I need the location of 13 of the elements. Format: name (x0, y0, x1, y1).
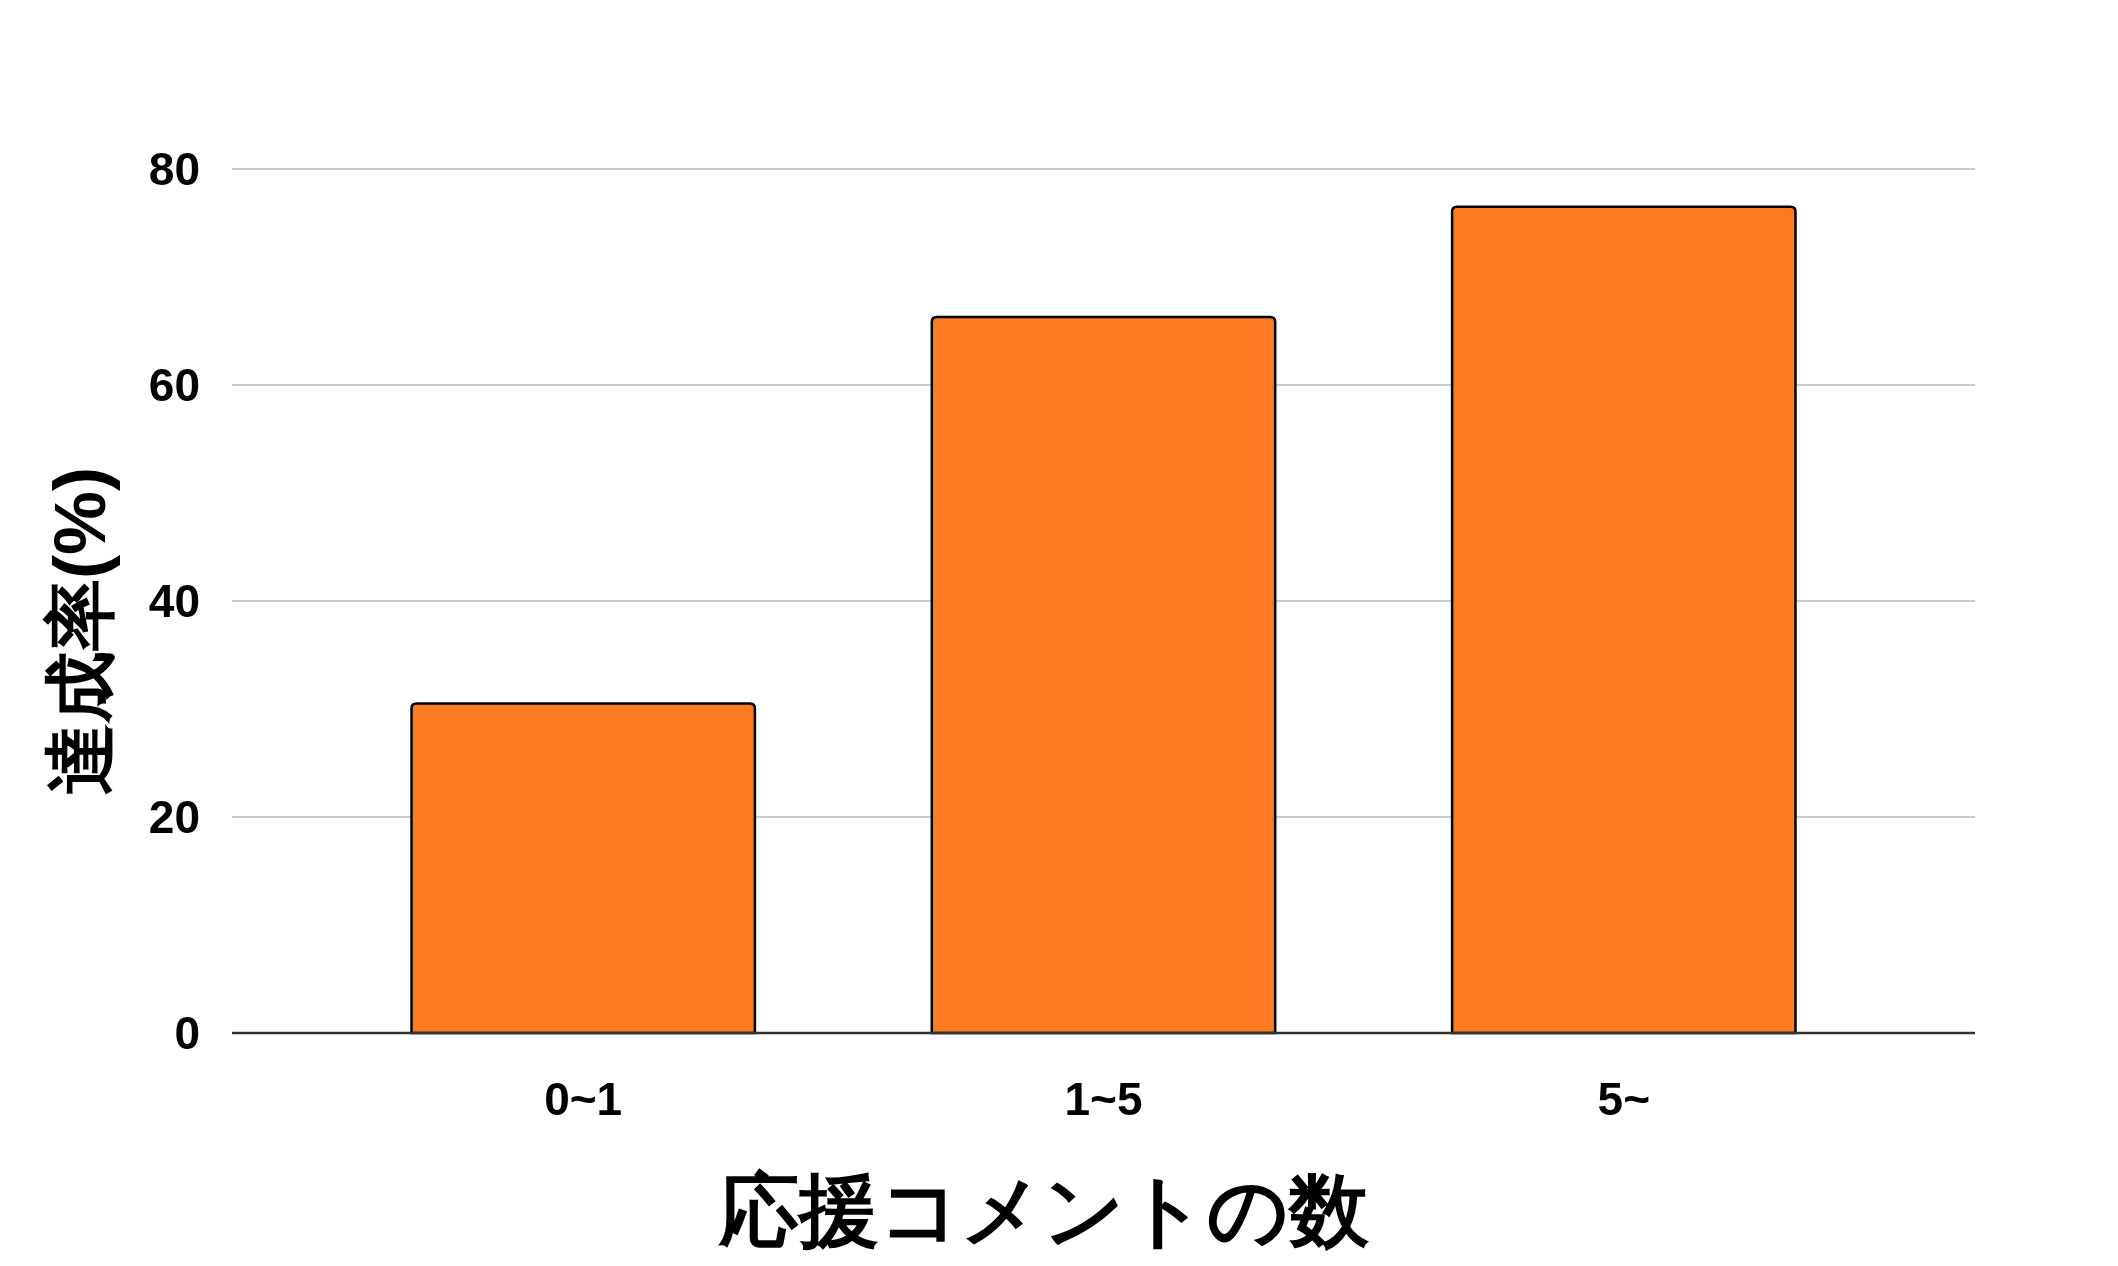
x-tick-label: 1~5 (1064, 1073, 1143, 1125)
y-tick-label: 20 (148, 791, 200, 843)
y-tick-label: 0 (174, 1007, 200, 1059)
y-tick-label: 60 (148, 359, 200, 411)
x-axis-title: 応援コメントの数 (717, 1166, 1370, 1255)
bar (1450, 205, 1797, 1035)
y-axis-title: 達成率(%) (40, 467, 120, 795)
y-tick-label: 40 (148, 575, 200, 627)
x-tick-label: 5~ (1597, 1073, 1651, 1125)
y-tick-label: 80 (148, 143, 200, 195)
bar (930, 315, 1277, 1035)
bar (410, 702, 757, 1035)
x-tick-label: 0~1 (544, 1073, 623, 1125)
